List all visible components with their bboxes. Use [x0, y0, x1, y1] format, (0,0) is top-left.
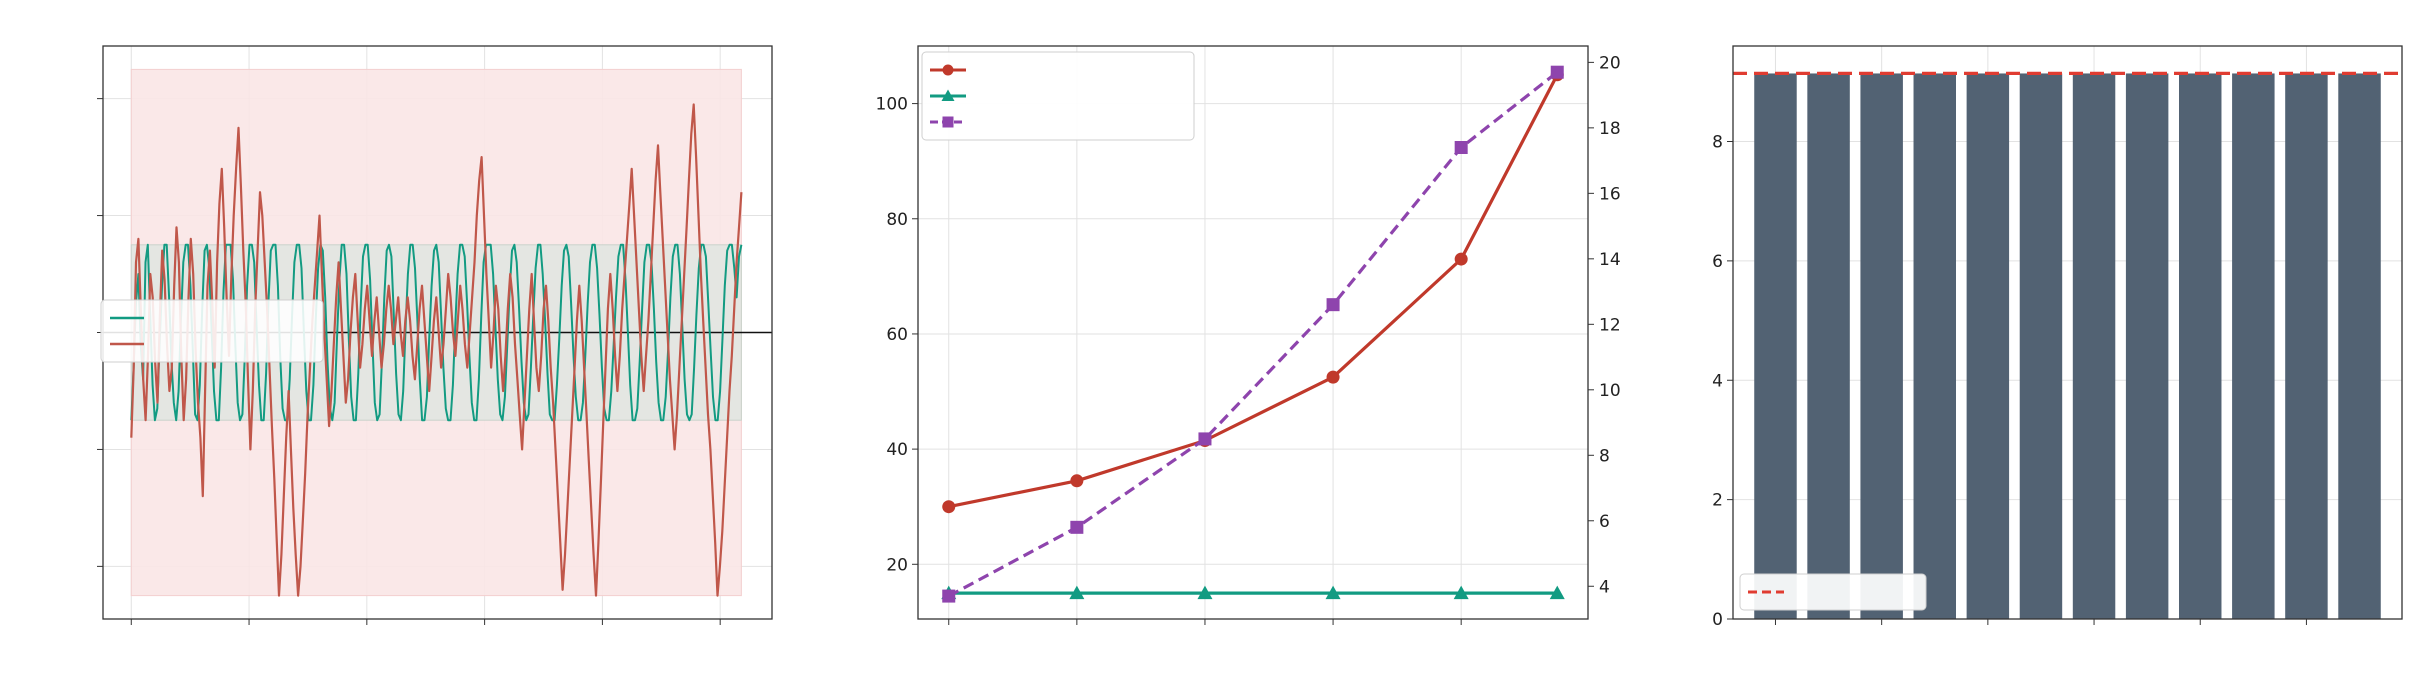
legend-marker	[942, 116, 954, 128]
data-point	[1070, 520, 1084, 534]
legend-marker	[942, 64, 954, 76]
series-line-1	[130, 243, 743, 422]
bar-7	[2125, 73, 2169, 620]
legend-box	[100, 299, 324, 363]
data-point	[1454, 252, 1468, 266]
y-tick-label: 0	[1712, 610, 1723, 630]
y-tick-label: 8	[1712, 133, 1723, 153]
bar-9	[2232, 73, 2275, 620]
y2-tick-label: 4	[1599, 577, 1610, 597]
y2-tick-label: 14	[1599, 250, 1621, 270]
data-point	[1550, 65, 1564, 79]
y2-tick-label: 18	[1599, 119, 1621, 139]
data-point	[1326, 370, 1340, 384]
bar-4	[1966, 73, 2010, 620]
bar-1	[1807, 73, 1850, 620]
y-tick-label: 60	[886, 325, 908, 345]
data-point	[1070, 474, 1084, 488]
legend-box	[1739, 573, 1927, 611]
y-tick-label: 100	[876, 95, 908, 115]
bar-6	[2072, 73, 2116, 620]
panel-3: 0 2 4 6 8	[1712, 45, 2403, 630]
y-tick-label: 4	[1712, 371, 1723, 391]
bar-11	[2338, 73, 2381, 620]
y2-tick-label: 8	[1599, 446, 1610, 466]
bar-3	[1913, 73, 1956, 620]
y-tick-label: 6	[1712, 252, 1723, 272]
y-tick-label: 2	[1712, 491, 1723, 511]
bar-10	[2285, 73, 2328, 620]
legend-marker	[941, 89, 955, 101]
y2-tick-label: 16	[1599, 184, 1621, 204]
data-point	[1198, 432, 1212, 446]
legend	[921, 51, 1195, 141]
legend	[100, 299, 324, 363]
y2-tick-label: 6	[1599, 512, 1610, 532]
axes-frame	[917, 45, 1589, 620]
legend-box	[921, 51, 1195, 141]
panel-1	[97, 45, 773, 625]
data-point	[942, 589, 956, 603]
y-tick-label: 20	[886, 555, 908, 575]
y-tick-label: 40	[886, 440, 908, 460]
data-point	[1454, 141, 1468, 155]
panel-2: 20 40 60 80 100 4 6 8 10 12 14 16 18 20	[876, 45, 1621, 625]
data-point	[1325, 585, 1341, 600]
series-line-1	[948, 74, 1559, 509]
bar-0	[1754, 73, 1797, 620]
bar-2	[1860, 73, 1903, 620]
y2-tick-label: 12	[1599, 315, 1621, 335]
data-point	[942, 500, 956, 514]
y-tick-label: 80	[886, 210, 908, 230]
y2-tick-label: 10	[1599, 381, 1621, 401]
series-line-3	[947, 70, 1559, 598]
bar-5	[2019, 73, 2063, 620]
data-point	[1549, 585, 1565, 600]
data-point	[1326, 298, 1340, 312]
y2-tick-label: 20	[1599, 53, 1621, 73]
bar-8	[2179, 73, 2222, 620]
series-line-2	[130, 103, 743, 597]
legend	[1739, 573, 1927, 611]
axes-frame	[1732, 45, 2403, 620]
data-point	[1069, 585, 1085, 600]
data-point	[1453, 585, 1469, 600]
data-point	[1197, 585, 1213, 600]
